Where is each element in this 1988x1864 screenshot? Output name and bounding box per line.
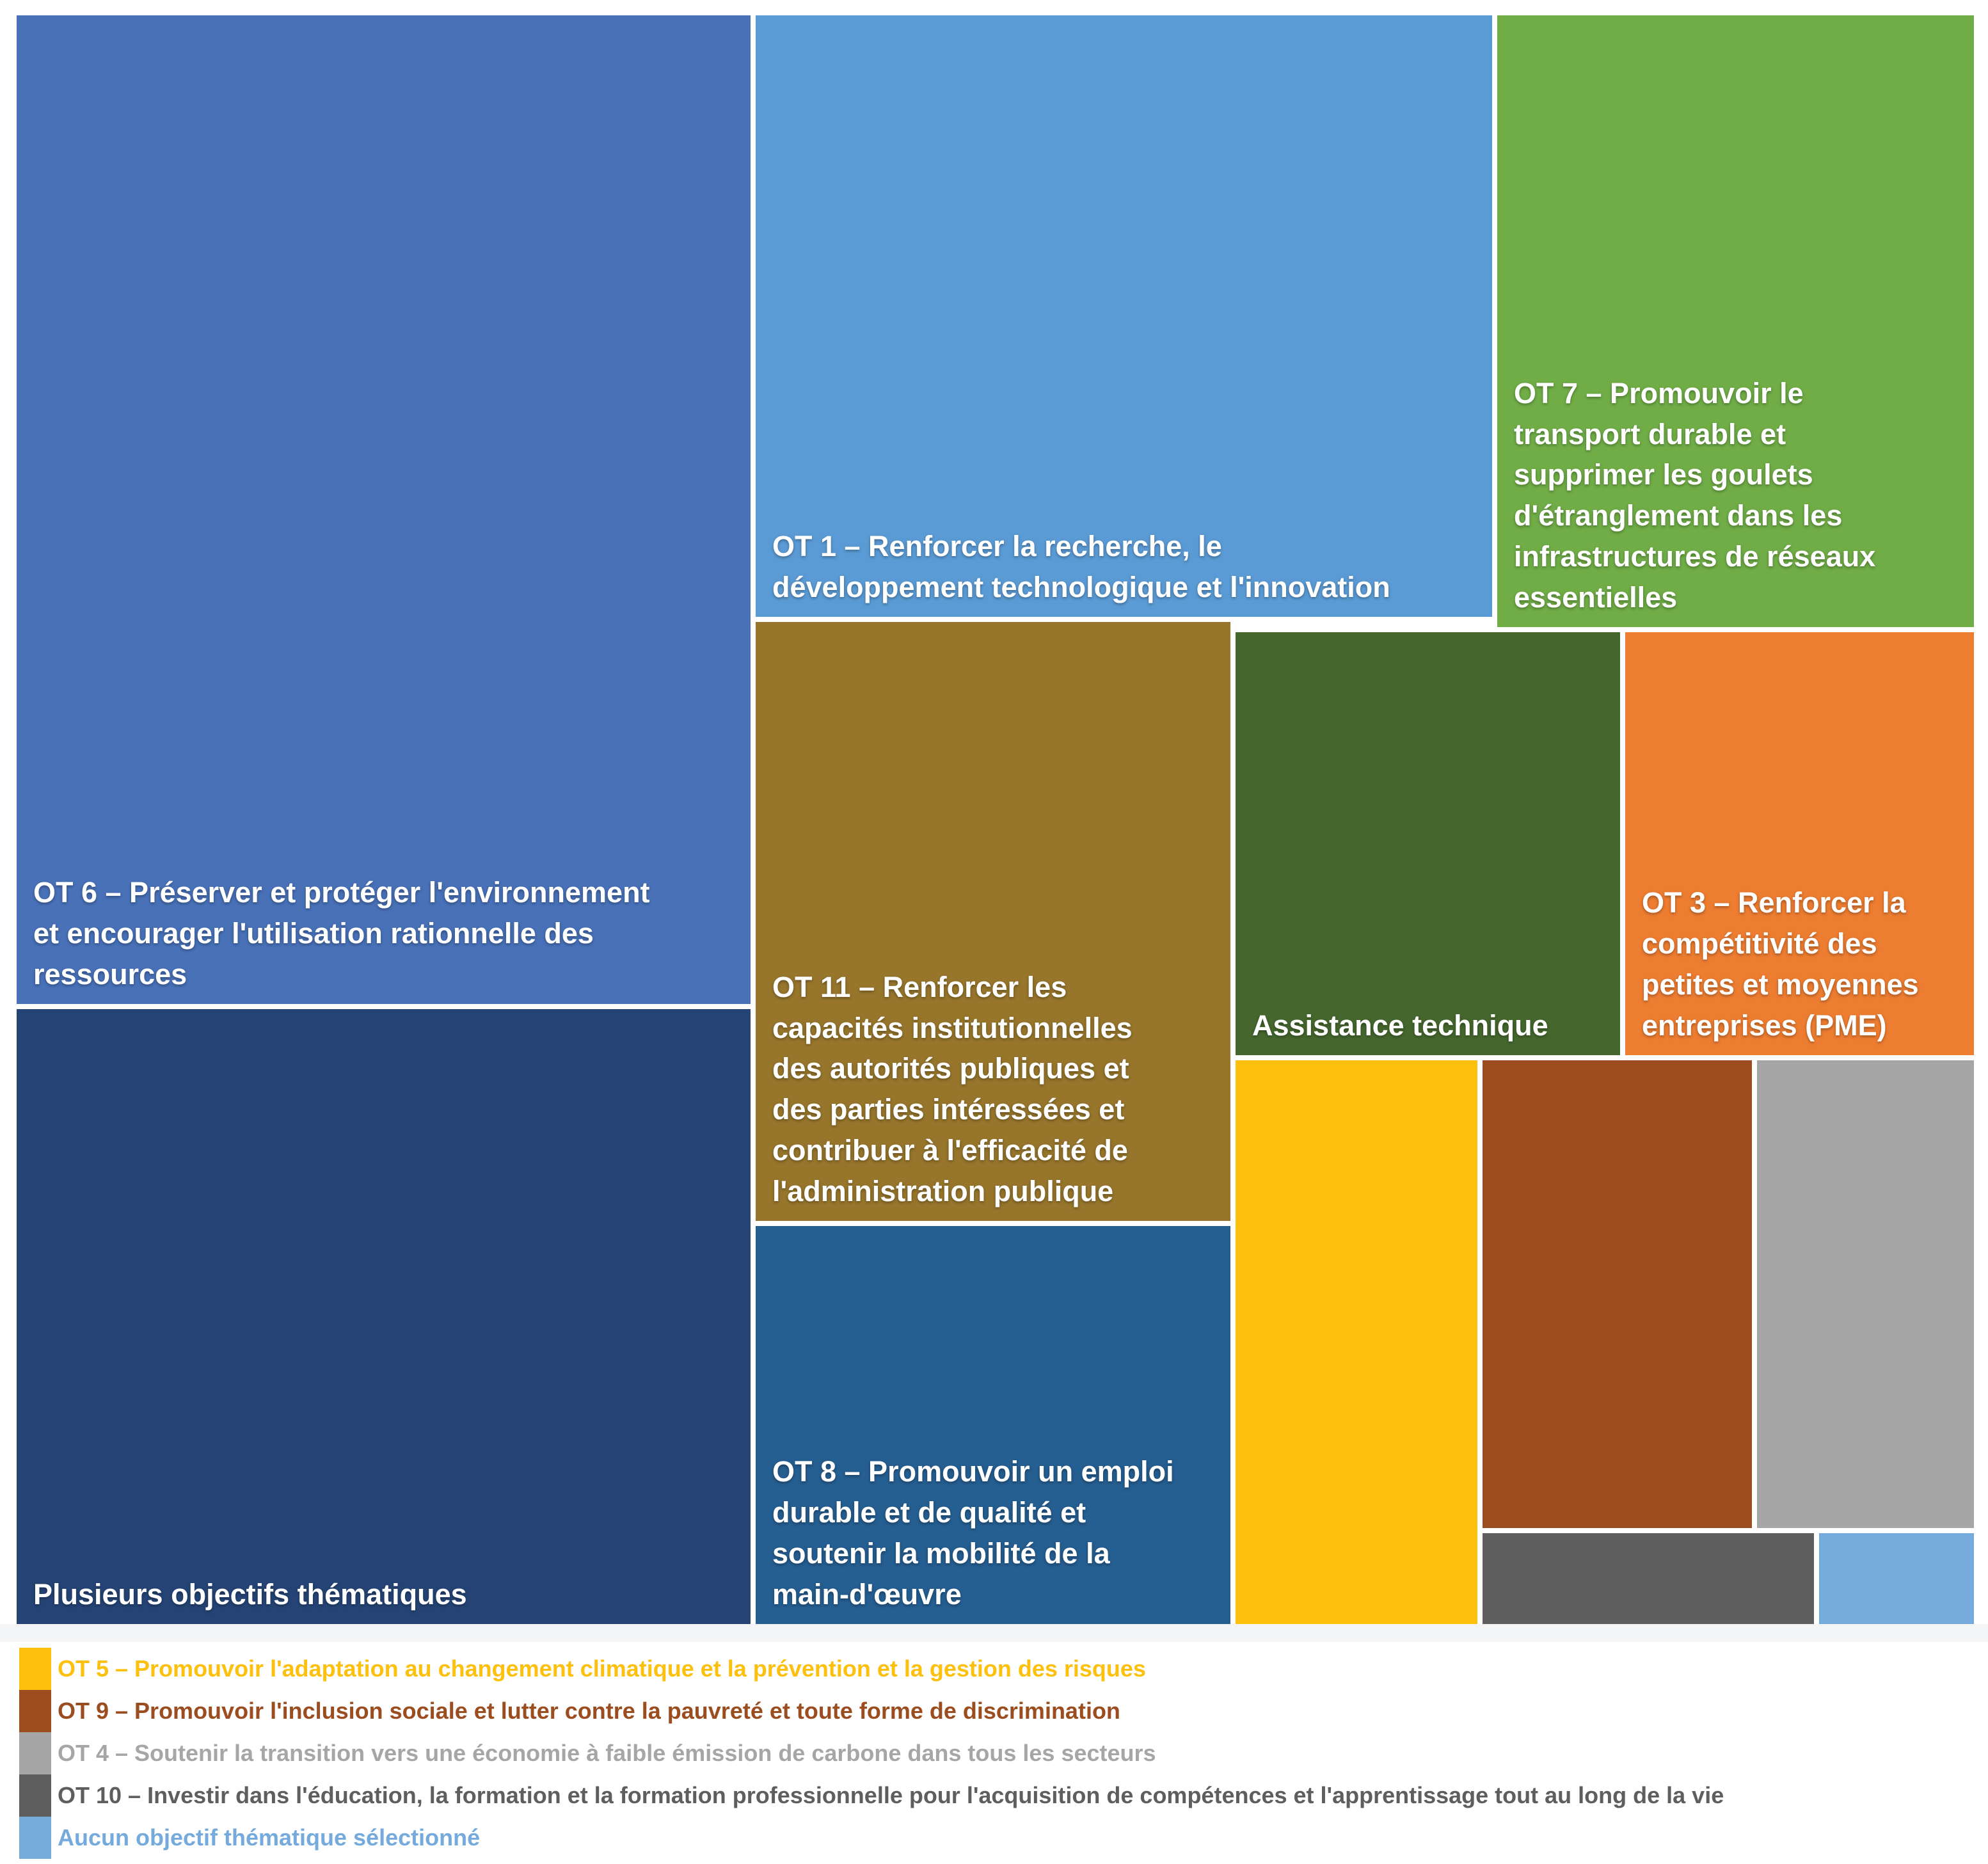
legend-item-aucun: Aucun objectif thématique sélectionné xyxy=(19,1817,1724,1859)
treemap-tile-assistance-technique: Assistance technique xyxy=(1236,632,1620,1055)
legend-item-ot4: OT 4 – Soutenir la transition vers une é… xyxy=(19,1732,1724,1774)
legend-label-ot9: OT 9 – Promouvoir l'inclusion sociale et… xyxy=(58,1698,1120,1724)
legend-label-aucun: Aucun objectif thématique sélectionné xyxy=(58,1824,481,1851)
treemap-tile-label-plusieurs: Plusieurs objectifs thématiques xyxy=(33,1578,467,1611)
treemap-tile-plusieurs: Plusieurs objectifs thématiques xyxy=(17,1009,751,1624)
legend: OT 5 – Promouvoir l'adaptation au change… xyxy=(19,1648,1724,1859)
treemap-tile-ot4 xyxy=(1757,1060,1974,1528)
treemap-tile-label-ot3: OT 3 – Renforcer la compétitivité des pe… xyxy=(1642,886,1919,1042)
treemap-tile-label-assistance-technique: Assistance technique xyxy=(1252,1009,1548,1042)
treemap-tile-label-ot1: OT 1 – Renforcer la recherche, le dévelo… xyxy=(772,530,1390,604)
legend-label-ot4: OT 4 – Soutenir la transition vers une é… xyxy=(58,1740,1156,1766)
legend-swatch-ot4 xyxy=(19,1732,51,1774)
treemap-tile-ot10 xyxy=(1483,1533,1814,1624)
legend-swatch-ot9 xyxy=(19,1690,51,1732)
legend-label-ot5: OT 5 – Promouvoir l'adaptation au change… xyxy=(58,1655,1146,1682)
legend-swatch-aucun xyxy=(19,1817,51,1859)
treemap-tile-ot6: OT 6 – Préserver et protéger l'environne… xyxy=(17,15,751,1004)
legend-item-ot9: OT 9 – Promouvoir l'inclusion sociale et… xyxy=(19,1690,1724,1732)
treemap-tile-ot3: OT 3 – Renforcer la compétitivité des pe… xyxy=(1625,632,1974,1055)
treemap-tile-ot9 xyxy=(1483,1060,1752,1528)
treemap-tile-label-ot11: OT 11 – Renforcer les capacités institut… xyxy=(772,970,1133,1208)
legend-label-ot10: OT 10 – Investir dans l'éducation, la fo… xyxy=(58,1782,1724,1808)
legend-item-ot10: OT 10 – Investir dans l'éducation, la fo… xyxy=(19,1774,1724,1817)
legend-item-ot5: OT 5 – Promouvoir l'adaptation au change… xyxy=(19,1648,1724,1690)
treemap-plot-area: OT 6 – Préserver et protéger l'environne… xyxy=(17,15,1974,1624)
treemap-tile-label-ot8: OT 8 – Promouvoir un emploi durable et d… xyxy=(772,1455,1174,1611)
legend-swatch-ot10 xyxy=(19,1774,51,1817)
treemap-tile-ot7: OT 7 – Promouvoir le transport durable e… xyxy=(1497,15,1974,627)
legend-swatch-ot5 xyxy=(19,1648,51,1690)
treemap-tile-ot1: OT 1 – Renforcer la recherche, le dévelo… xyxy=(756,15,1492,617)
treemap-tile-label-ot6: OT 6 – Préserver et protéger l'environne… xyxy=(33,876,650,991)
treemap-tile-label-ot7: OT 7 – Promouvoir le transport durable e… xyxy=(1514,376,1876,614)
chart-bottom-band xyxy=(0,1624,1988,1642)
treemap-tile-ot8: OT 8 – Promouvoir un emploi durable et d… xyxy=(756,1226,1230,1624)
treemap-tile-ot5 xyxy=(1236,1060,1477,1624)
treemap-tile-ot11: OT 11 – Renforcer les capacités institut… xyxy=(756,622,1230,1221)
treemap-tile-aucun xyxy=(1819,1533,1974,1624)
